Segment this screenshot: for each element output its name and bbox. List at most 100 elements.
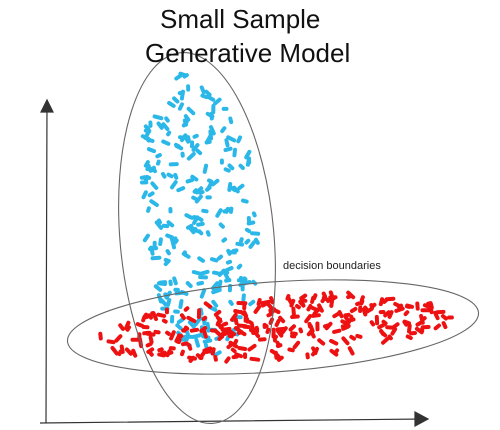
red-point [131, 348, 138, 358]
blue-point [167, 101, 176, 108]
red-point [361, 307, 368, 317]
red-point [186, 342, 193, 351]
red-point [125, 325, 131, 332]
red-point [181, 341, 189, 347]
blue-point [248, 240, 257, 249]
blue-point [143, 124, 151, 132]
red-point [165, 349, 172, 358]
blue-point [175, 323, 183, 331]
red-point [298, 327, 304, 334]
red-point [210, 347, 216, 356]
red-point [141, 314, 147, 323]
blue-point [210, 257, 219, 263]
blue-point [210, 178, 220, 187]
blue-point [196, 221, 205, 227]
red-point [312, 307, 321, 316]
blue-point [205, 321, 211, 333]
red-point [222, 329, 232, 337]
blue-point [213, 350, 222, 357]
blue-point [207, 178, 214, 184]
blue-point [184, 213, 193, 220]
red-point [295, 304, 301, 310]
blue-point [145, 136, 151, 143]
red-point [156, 312, 167, 318]
blue-point [222, 207, 233, 214]
red-point [299, 293, 308, 301]
red-point [157, 347, 164, 353]
blue-point [208, 129, 214, 141]
red-point [433, 323, 441, 331]
blue-point [173, 238, 179, 245]
red-point [106, 339, 116, 345]
blue-point [236, 263, 243, 270]
red-point [110, 346, 119, 356]
red-point [224, 356, 231, 364]
red-point [203, 301, 213, 309]
axes [39, 98, 430, 428]
red-point [176, 333, 182, 344]
blue-point [173, 172, 179, 180]
blue-point [166, 298, 172, 307]
blue-point [227, 182, 233, 192]
red-point [153, 329, 161, 335]
blue-point [197, 256, 205, 263]
red-point [390, 327, 398, 336]
blue-point [228, 299, 234, 306]
red-point [277, 327, 285, 336]
red-point [266, 312, 273, 318]
blue-point [170, 180, 178, 190]
blue-point [246, 220, 256, 226]
blue-point [238, 163, 245, 170]
red-point [202, 329, 208, 339]
red-point [329, 338, 339, 346]
red-point [429, 307, 434, 315]
blue-point [169, 236, 178, 242]
red-point [118, 323, 125, 331]
blue-point [178, 299, 184, 309]
red-point [179, 313, 186, 320]
blue-point [186, 106, 196, 116]
red-point [117, 349, 123, 356]
red-point [298, 299, 305, 307]
blue-point [149, 199, 159, 207]
blue-point [211, 299, 219, 308]
red-point [387, 310, 394, 319]
red-point [148, 335, 154, 344]
red-point [328, 290, 335, 300]
blue-point [183, 114, 191, 122]
red-point [124, 320, 131, 331]
blue-point [181, 251, 191, 259]
red-point [274, 318, 281, 327]
red-point [363, 305, 369, 312]
red-point [266, 302, 274, 311]
red-point [254, 331, 261, 339]
blue-point [161, 172, 167, 179]
red-point [237, 346, 248, 351]
red-point [323, 323, 331, 329]
blue-point [191, 270, 202, 276]
blue-point [170, 238, 176, 250]
blue-point [196, 280, 204, 286]
y-axis-arrow-icon [40, 98, 54, 113]
red-point [183, 306, 190, 312]
diagram-title-line-2: Generative Model [145, 38, 351, 68]
blue-point [174, 73, 183, 81]
blue-point [235, 241, 245, 247]
blue-point [156, 121, 164, 130]
red-cluster-ellipse [66, 279, 480, 375]
blue-point [199, 269, 210, 276]
blue-point [226, 135, 237, 143]
diagram-title-line-1: Small Sample [160, 4, 321, 34]
red-point [213, 355, 218, 362]
red-point [233, 317, 239, 325]
blue-point [145, 163, 151, 172]
blue-point [166, 220, 175, 228]
red-point [321, 291, 327, 299]
red-point [213, 328, 223, 338]
red-point [288, 324, 296, 332]
blue-point [241, 198, 249, 204]
red-point [230, 312, 238, 322]
blue-point [206, 94, 216, 102]
blue-point [156, 293, 163, 304]
